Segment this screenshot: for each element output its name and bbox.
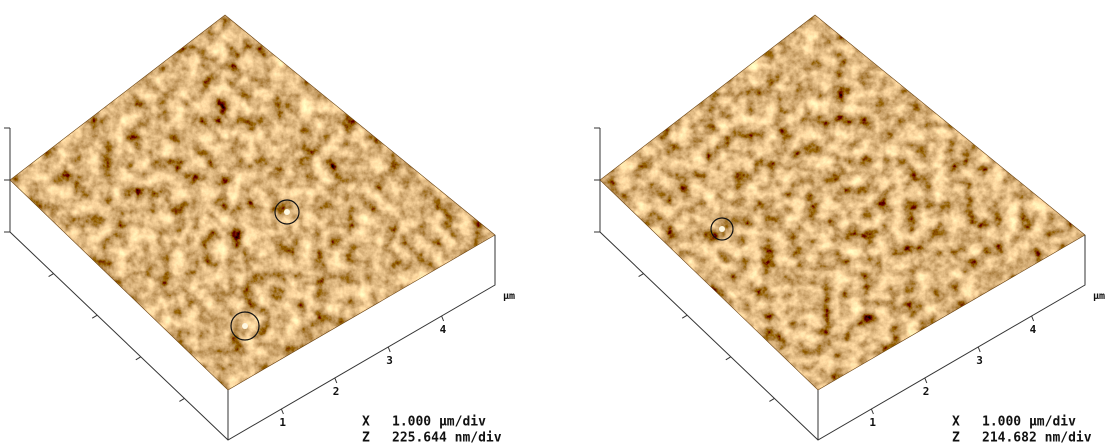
x-tick-label: 3 <box>386 354 393 367</box>
particle-marker <box>230 311 260 341</box>
surface-texture <box>10 15 495 390</box>
surface-outline <box>9 14 496 391</box>
x-tick-label: 2 <box>923 385 930 398</box>
axis-unit: μm <box>503 291 515 302</box>
surface-texture <box>600 15 1085 390</box>
particle <box>284 209 290 215</box>
x-tick <box>1031 315 1035 322</box>
x-tick-label: 2 <box>333 385 340 398</box>
x-label: X <box>952 415 960 430</box>
z-label: Z <box>362 431 370 446</box>
x-scale: 1.000 μm/div <box>392 415 486 430</box>
x-label: X <box>362 415 370 430</box>
afm-panel: 1 2 3 4 μm X 1.000 μm/div Z 225.644 nm/div <box>4 14 515 446</box>
x-tick-label: 1 <box>869 416 876 429</box>
y-tick <box>48 273 54 278</box>
particle <box>242 323 248 329</box>
x-tick-label: 3 <box>976 354 983 367</box>
x-tick <box>334 377 338 384</box>
y-tick <box>91 314 98 319</box>
x-tick <box>280 408 284 415</box>
y-tick <box>681 314 688 319</box>
particle-marker <box>274 199 300 225</box>
x-tick <box>870 408 874 415</box>
y-tick <box>638 273 644 278</box>
y-tick <box>769 397 775 402</box>
x-tick-label: 1 <box>279 416 286 429</box>
z-scale: 214.682 nm/div <box>982 431 1092 446</box>
z-scale: 225.644 nm/div <box>392 431 502 446</box>
y-tick <box>725 356 732 361</box>
x-tick <box>977 346 981 353</box>
surface-outline <box>599 14 1086 391</box>
y-tick <box>179 397 185 402</box>
x-tick-label: 4 <box>440 323 447 336</box>
x-tick <box>924 377 928 384</box>
x-tick-label: 4 <box>1030 323 1037 336</box>
axis-unit: μm <box>1093 291 1105 302</box>
particle-marker <box>710 217 734 241</box>
x-scale: 1.000 μm/div <box>982 415 1076 430</box>
z-label: Z <box>952 431 960 446</box>
y-tick <box>135 356 142 361</box>
x-tick <box>441 315 445 322</box>
afm-panel: 1 2 3 4 μm X 1.000 μm/div Z 214.682 nm/div <box>594 14 1105 446</box>
x-tick <box>387 346 391 353</box>
particle <box>719 226 725 232</box>
